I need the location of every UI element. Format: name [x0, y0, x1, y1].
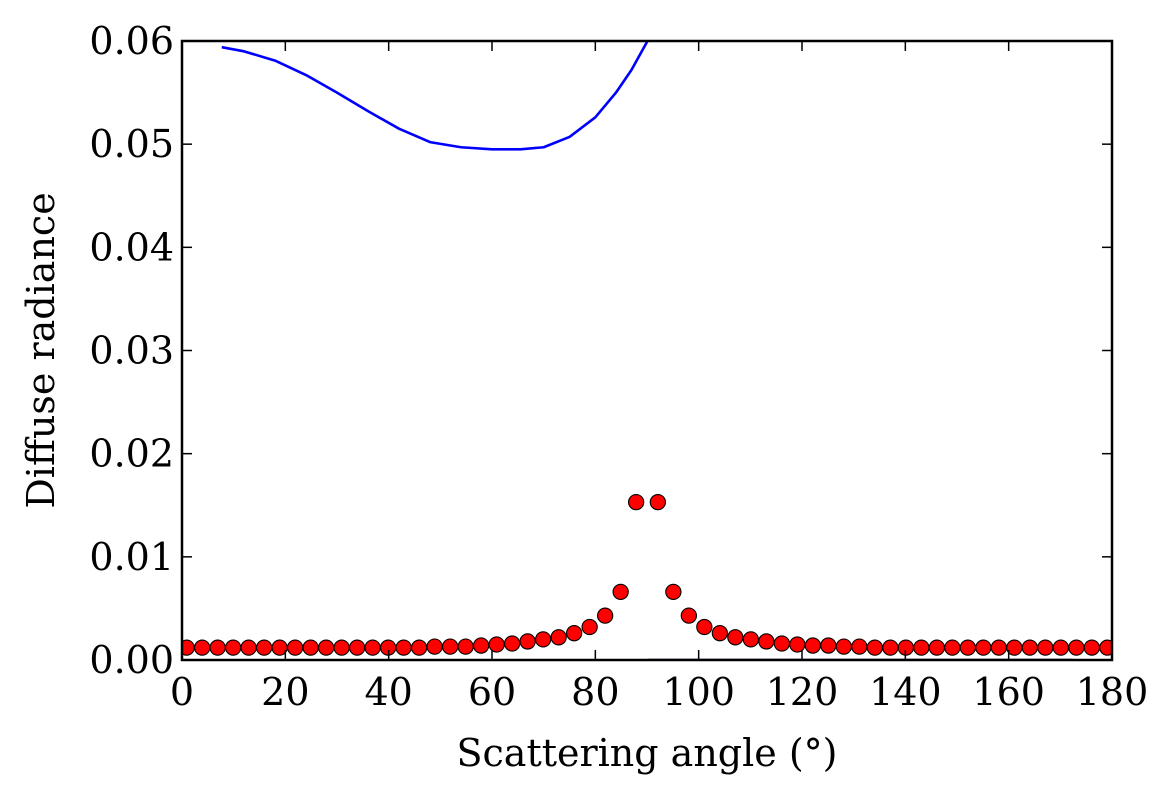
- scatter-point: [928, 639, 945, 656]
- axis-ticks: 0 20 40 60 80 100 120 140 160 180 0.00 0.01 0.02 0.03…: [89, 19, 1148, 714]
- scatter-point: [364, 639, 381, 656]
- scatter-point: [488, 636, 505, 653]
- scatter-point: [820, 637, 837, 654]
- scatter-point: [882, 639, 899, 656]
- scatter-point: [441, 638, 459, 655]
- scatter-point: [317, 639, 335, 656]
- scatter-point: [835, 638, 852, 655]
- scatter-point: [240, 639, 257, 656]
- y-tick-label: 0.00: [89, 638, 174, 682]
- scatter-point: [990, 639, 1007, 656]
- scatter-point: [597, 607, 614, 624]
- y-tick-label: 0.03: [89, 329, 174, 373]
- x-tick-label: 20: [261, 670, 309, 714]
- y-axis-title: Diffuse radiance: [19, 192, 63, 508]
- x-tick-label: 60: [468, 670, 516, 714]
- scatter-point: [789, 636, 806, 653]
- scatter-point: [1021, 639, 1038, 656]
- scatter-point: [711, 625, 728, 642]
- x-axis-title: Scattering angle (°): [456, 731, 837, 775]
- scatter-point: [696, 618, 713, 636]
- scatter-point: [457, 638, 474, 655]
- y-tick-label: 0.05: [89, 122, 174, 166]
- scatter-point: [566, 625, 583, 642]
- x-tick-label: 80: [571, 670, 619, 714]
- plot-area: [182, 41, 1112, 660]
- scatter-point: [209, 639, 226, 656]
- x-tick-label: 140: [869, 670, 942, 714]
- series-line-1: [221, 41, 649, 151]
- y-tick-label: 0.06: [89, 19, 174, 63]
- y-tick-label: 0.04: [89, 225, 174, 269]
- scatter-point: [612, 583, 629, 601]
- scatter-point: [1037, 639, 1054, 656]
- scatter-point: [1068, 639, 1085, 656]
- scatter-point: [255, 639, 273, 656]
- scatter-point: [628, 493, 645, 511]
- scatter-point: [649, 493, 666, 511]
- scatter-point: [727, 629, 744, 646]
- x-tick-label: 160: [972, 670, 1045, 714]
- scatter-point: [395, 639, 412, 656]
- scatter-point: [535, 631, 552, 648]
- scatter-point: [851, 638, 868, 655]
- x-tick-label: 180: [1076, 670, 1149, 714]
- scatter-point: [224, 639, 242, 656]
- scatter-point: [333, 639, 350, 656]
- scatter-point: [504, 635, 521, 652]
- scatter-point: [758, 633, 775, 650]
- x-tick-label: 0: [170, 670, 194, 714]
- scatter-point: [472, 637, 490, 654]
- scatter-point: [804, 637, 821, 654]
- scatter-point: [1099, 639, 1112, 656]
- scatter-point: [975, 639, 992, 656]
- x-tick-label: 40: [364, 670, 412, 714]
- scatter-point: [286, 639, 304, 656]
- scatter-point: [410, 639, 428, 656]
- y-tick-label: 0.01: [89, 535, 174, 579]
- plot-frame: [180, 39, 1114, 662]
- scatter-point: [581, 618, 598, 636]
- scatter-point: [959, 639, 976, 656]
- y-tick-label: 0.02: [89, 432, 174, 476]
- scatter-point: [665, 583, 682, 601]
- scatter-point: [680, 607, 697, 624]
- scatter-point: [193, 639, 211, 656]
- scatter-point: [773, 635, 790, 652]
- scatter-point: [1083, 639, 1100, 656]
- scatter-point: [913, 639, 930, 656]
- scatter-point: [866, 639, 883, 656]
- scatter-point: [348, 639, 366, 656]
- scatter-point: [1052, 639, 1069, 656]
- x-tick-label: 100: [662, 670, 735, 714]
- scatter-point: [519, 633, 536, 650]
- scatter-point: [550, 629, 567, 646]
- scatter-point: [426, 638, 443, 655]
- scatter-point: [742, 631, 759, 648]
- x-tick-label: 120: [766, 670, 839, 714]
- scatter-point: [302, 639, 319, 656]
- scatter-point: [944, 639, 961, 656]
